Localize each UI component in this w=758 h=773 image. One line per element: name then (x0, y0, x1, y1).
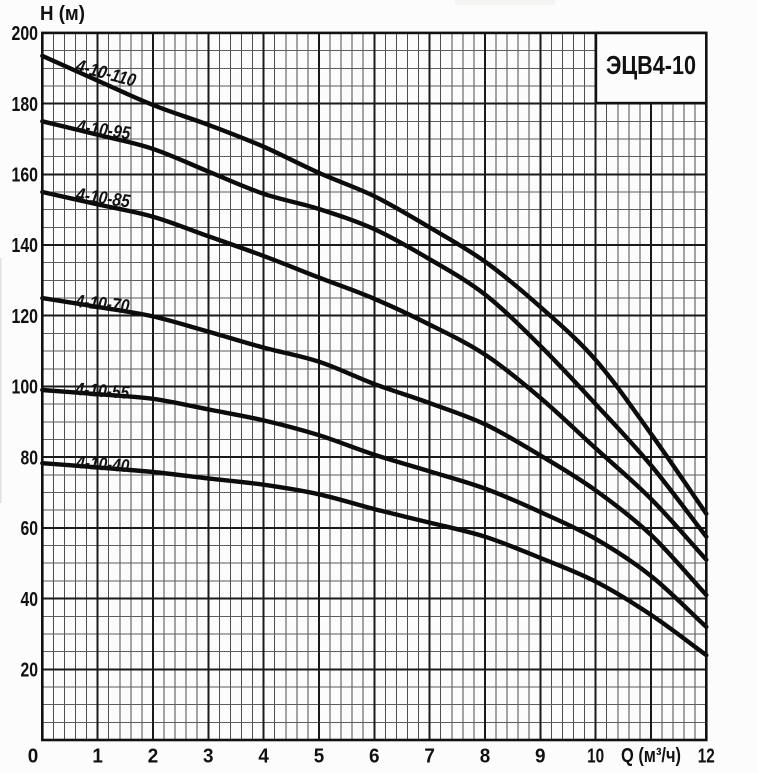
svg-text:4: 4 (258, 745, 269, 767)
svg-text:0: 0 (28, 745, 39, 767)
svg-text:100: 100 (12, 376, 39, 399)
svg-text:160: 160 (12, 164, 39, 187)
svg-text:10: 10 (587, 745, 604, 767)
svg-text:5: 5 (314, 745, 325, 767)
svg-text:12: 12 (698, 745, 715, 767)
svg-text:20: 20 (21, 659, 39, 682)
svg-text:140: 140 (12, 234, 39, 257)
svg-text:ЭЦВ4-10: ЭЦВ4-10 (606, 50, 696, 80)
svg-text:200: 200 (12, 22, 39, 45)
svg-text:6: 6 (369, 745, 380, 767)
svg-text:8: 8 (480, 745, 491, 767)
svg-text:3: 3 (203, 745, 214, 767)
svg-text:Q (м³/ч): Q (м³/ч) (621, 745, 681, 767)
svg-text:9: 9 (535, 745, 546, 767)
svg-text:7: 7 (424, 745, 435, 767)
svg-text:4-10-70: 4-10-70 (74, 290, 131, 316)
svg-text:4-10-40: 4-10-40 (75, 451, 130, 476)
svg-text:4-10-55: 4-10-55 (74, 378, 131, 403)
svg-text:120: 120 (12, 305, 39, 328)
svg-text:H (м): H (м) (40, 3, 85, 25)
svg-text:180: 180 (12, 93, 39, 116)
svg-text:80: 80 (21, 446, 39, 469)
svg-text:1: 1 (92, 745, 103, 767)
svg-text:2: 2 (148, 745, 159, 767)
svg-text:40: 40 (21, 588, 39, 611)
svg-text:60: 60 (21, 517, 39, 540)
